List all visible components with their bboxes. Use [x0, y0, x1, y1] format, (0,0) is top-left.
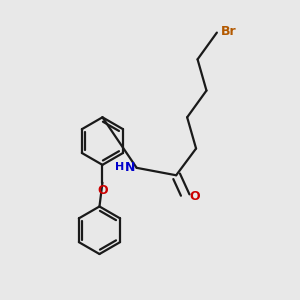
- Text: N: N: [125, 161, 135, 174]
- Text: H: H: [115, 162, 124, 172]
- Text: O: O: [97, 184, 108, 197]
- Text: Br: Br: [221, 25, 237, 38]
- Text: O: O: [189, 190, 200, 202]
